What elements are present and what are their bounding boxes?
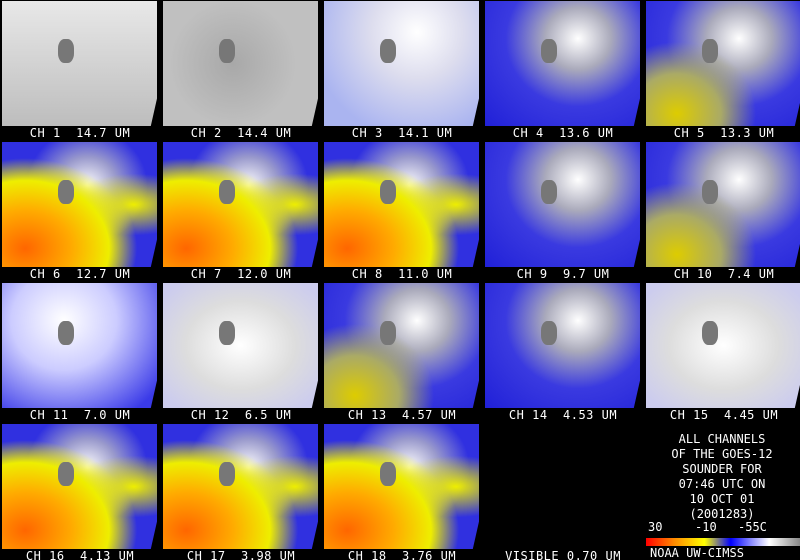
land-feature bbox=[379, 320, 396, 345]
land-feature bbox=[379, 179, 396, 204]
scale-label: -55C bbox=[738, 520, 767, 534]
channel-panel: CH 14 4.53 UM bbox=[483, 282, 643, 422]
satellite-image bbox=[646, 142, 800, 267]
satellite-image bbox=[2, 424, 157, 549]
channel-label: CH 14 4.53 UM bbox=[508, 408, 618, 422]
scale-label: 30 bbox=[648, 520, 663, 534]
channel-label: CH 7 12.0 UM bbox=[190, 267, 292, 281]
satellite-image bbox=[324, 283, 479, 408]
channel-label: CH 15 4.45 UM bbox=[669, 408, 779, 422]
channel-panel: CH 10 7.4 UM bbox=[644, 141, 800, 281]
land-feature bbox=[57, 38, 74, 63]
satellite-image bbox=[2, 283, 157, 408]
land-feature bbox=[57, 320, 74, 345]
channel-label: CH 11 7.0 UM bbox=[29, 408, 131, 422]
channel-panel: VISIBLE 0.70 UM bbox=[483, 423, 643, 560]
info-line: SOUNDER FOR bbox=[682, 462, 762, 476]
channel-panel: CH 17 3.98 UM bbox=[161, 423, 321, 560]
channel-panel: CH 12 6.5 UM bbox=[161, 282, 321, 422]
channel-panel: CH 11 7.0 UM bbox=[0, 282, 160, 422]
channel-label: CH 6 12.7 UM bbox=[29, 267, 131, 281]
channel-label: CH 1 14.7 UM bbox=[29, 126, 131, 140]
land-feature bbox=[701, 179, 718, 204]
land-feature bbox=[379, 38, 396, 63]
channel-label: VISIBLE 0.70 UM bbox=[505, 549, 621, 560]
satellite-image bbox=[2, 142, 157, 267]
satellite-image bbox=[485, 142, 640, 267]
land-feature bbox=[701, 38, 718, 63]
channel-label: CH 3 14.1 UM bbox=[351, 126, 453, 140]
satellite-image bbox=[163, 142, 318, 267]
channel-panel: CH 1 14.7 UM bbox=[0, 0, 160, 140]
channel-label: CH 13 4.57 UM bbox=[347, 408, 457, 422]
channel-label: CH 5 13.3 UM bbox=[673, 126, 775, 140]
satellite-image bbox=[485, 1, 640, 126]
info-text: ALL CHANNELS OF THE GOES-12 SOUNDER FOR 07:… bbox=[644, 432, 800, 522]
land-feature bbox=[218, 38, 235, 63]
channel-label: CH 2 14.4 UM bbox=[190, 126, 292, 140]
satellite-image bbox=[324, 142, 479, 267]
channel-label: CH 18 3.76 UM bbox=[347, 549, 457, 560]
channel-label: CH 8 11.0 UM bbox=[351, 267, 453, 281]
land-feature bbox=[218, 461, 235, 486]
channel-panel: CH 7 12.0 UM bbox=[161, 141, 321, 281]
channel-panel: CH 5 13.3 UM bbox=[644, 0, 800, 140]
channel-panel: CH 4 13.6 UM bbox=[483, 0, 643, 140]
channel-panel: CH 15 4.45 UM bbox=[644, 282, 800, 422]
satellite-image bbox=[324, 1, 479, 126]
land-feature bbox=[540, 179, 557, 204]
info-line: 07:46 UTC ON bbox=[678, 477, 766, 491]
channel-label: CH 10 7.4 UM bbox=[673, 267, 775, 281]
land-feature bbox=[57, 461, 74, 486]
satellite-image bbox=[163, 424, 318, 549]
info-line: (2001283) bbox=[689, 507, 755, 521]
land-feature bbox=[701, 320, 718, 345]
satellite-image bbox=[646, 1, 800, 126]
credit: NOAA UW-CIMSS bbox=[650, 546, 744, 560]
channel-label: CH 12 6.5 UM bbox=[190, 408, 292, 422]
satellite-image bbox=[485, 424, 640, 549]
channel-label: CH 16 4.13 UM bbox=[25, 549, 135, 560]
channel-panel: CH 9 9.7 UM bbox=[483, 141, 643, 281]
channel-label: CH 17 3.98 UM bbox=[186, 549, 296, 560]
satellite-image bbox=[163, 1, 318, 126]
channel-label: CH 4 13.6 UM bbox=[512, 126, 614, 140]
channel-panel: CH 13 4.57 UM bbox=[322, 282, 482, 422]
channel-panel: CH 16 4.13 UM bbox=[0, 423, 160, 560]
info-line: OF THE GOES-12 bbox=[671, 447, 773, 461]
color-scale bbox=[646, 538, 800, 546]
satellite-image bbox=[485, 283, 640, 408]
channel-label: CH 9 9.7 UM bbox=[516, 267, 610, 281]
info-line: ALL CHANNELS bbox=[678, 432, 766, 446]
land-feature bbox=[540, 320, 557, 345]
channel-panel: CH 2 14.4 UM bbox=[161, 0, 321, 140]
satellite-image bbox=[163, 283, 318, 408]
land-feature bbox=[218, 320, 235, 345]
land-feature bbox=[218, 179, 235, 204]
satellite-image bbox=[324, 424, 479, 549]
channel-panel: CH 3 14.1 UM bbox=[322, 0, 482, 140]
satellite-image bbox=[646, 283, 800, 408]
land-feature bbox=[379, 461, 396, 486]
land-feature bbox=[57, 179, 74, 204]
land-feature bbox=[540, 38, 557, 63]
satellite-image bbox=[2, 1, 157, 126]
channel-panel: CH 18 3.76 UM bbox=[322, 423, 482, 560]
channel-panel: CH 6 12.7 UM bbox=[0, 141, 160, 281]
info-line: 10 OCT 01 bbox=[689, 492, 755, 506]
scale-label: -10 bbox=[695, 520, 717, 534]
channel-panel: CH 8 11.0 UM bbox=[322, 141, 482, 281]
